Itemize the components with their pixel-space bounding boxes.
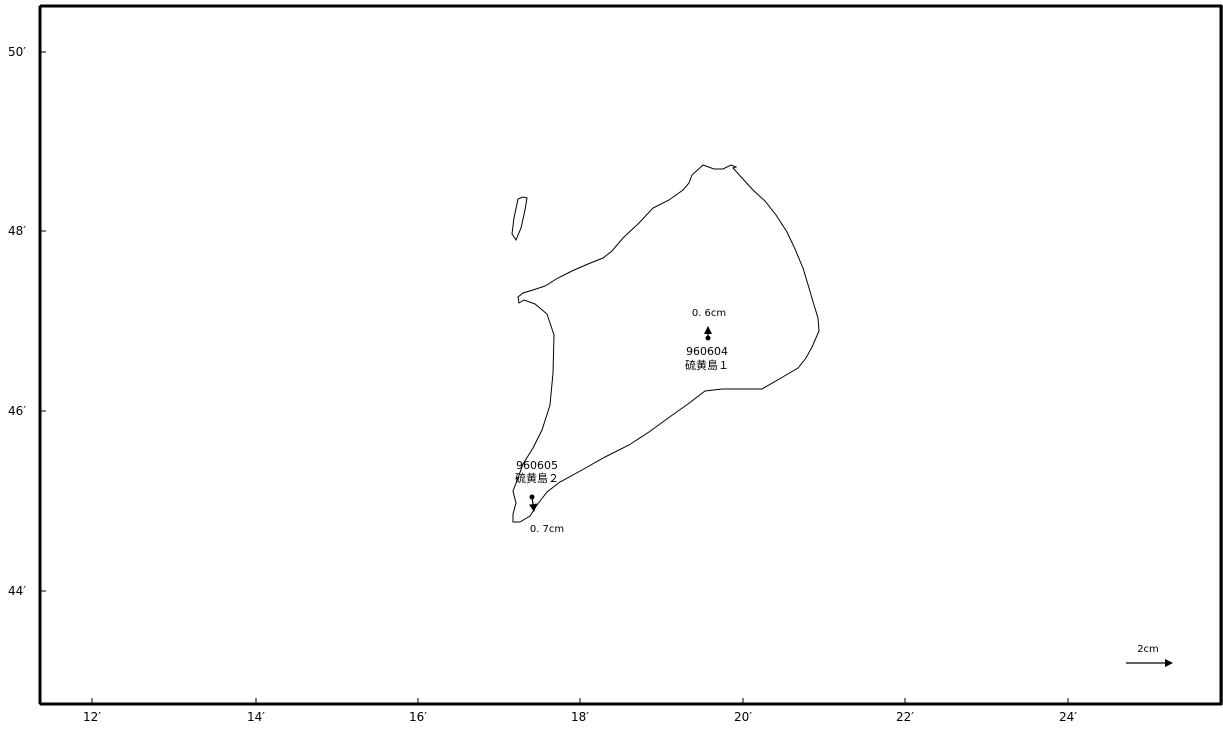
island-coastline — [512, 164, 820, 523]
station-2-displacement-arrow — [529, 496, 537, 512]
lat-ticks — [40, 51, 46, 592]
lat-label-50: 50′ — [8, 45, 26, 59]
lon-label-12: 12′ — [83, 710, 101, 724]
lat-label-44: 44′ — [8, 584, 26, 598]
lat-label-46: 46′ — [8, 404, 26, 418]
station-960605: 960605 硫黄島２ 0. 7cm — [515, 459, 564, 535]
station-2-displacement-label: 0. 7cm — [530, 524, 564, 535]
islet-coastline — [511, 196, 528, 242]
lon-label-20: 20′ — [734, 710, 752, 724]
station-2-name: 硫黄島２ — [515, 471, 559, 485]
lon-label-18: 18′ — [571, 710, 589, 724]
scale-label: 2cm — [1137, 644, 1159, 655]
station-2-id: 960605 — [516, 459, 558, 472]
lon-label-24: 24′ — [1059, 710, 1077, 724]
station-960604: 0. 6cm 960604 硫黄島１ — [685, 308, 729, 372]
station-1-displacement-label: 0. 6cm — [692, 308, 726, 319]
lon-ticks — [91, 698, 1069, 704]
lon-label-22: 22′ — [896, 710, 914, 724]
map-frame — [39, 5, 1223, 705]
lat-label-48: 48′ — [8, 224, 26, 238]
station-1-id: 960604 — [686, 345, 728, 358]
station-1-name: 硫黄島１ — [685, 358, 729, 372]
scale-bar: 2cm — [1126, 644, 1173, 667]
lon-label-14: 14′ — [247, 710, 265, 724]
lon-label-16: 16′ — [409, 710, 427, 724]
